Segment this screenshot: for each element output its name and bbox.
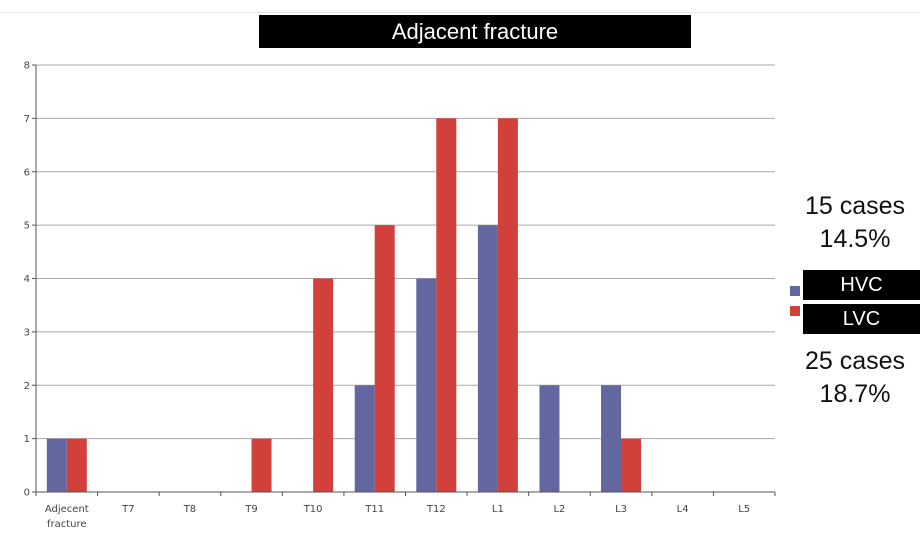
bar-lvc-t9 — [251, 438, 272, 492]
bar-hvc-l1 — [477, 225, 498, 492]
xtick-label-adjecent-fracture: Adjecent fracture — [45, 504, 89, 530]
lvc-percent: 18.7% — [819, 380, 891, 408]
xtick-label-t11: T11 — [364, 504, 384, 515]
chart-title: Adjacent fracture — [259, 15, 691, 48]
bar-lvc-l3 — [621, 438, 642, 492]
xtick-label-t7: T7 — [121, 504, 134, 515]
xtick-label-t8: T8 — [183, 504, 196, 515]
bar-hvc-adjecent-fracture — [46, 438, 67, 492]
ytick-label-3: 3 — [24, 327, 30, 338]
bar-lvc-adjecent-fracture — [66, 438, 87, 492]
bar-lvc-t10 — [313, 278, 334, 492]
xtick-label-t9: T9 — [244, 504, 257, 515]
lvc-stats: 25 cases 18.7% — [790, 345, 920, 411]
bar-lvc-t12 — [436, 118, 457, 492]
bar-lvc-t11 — [374, 225, 395, 492]
bar-hvc-t11 — [354, 385, 375, 492]
xtick-label-l3: L3 — [615, 504, 627, 515]
xtick-label-t10: T10 — [303, 504, 323, 515]
bars — [46, 118, 642, 492]
hvc-cases: 15 cases — [804, 192, 906, 220]
bar-hvc-l3 — [601, 385, 622, 492]
legend-label-lvc: LVC — [803, 304, 920, 334]
ytick-label-4: 4 — [24, 274, 30, 285]
xtick-label-l1: L1 — [492, 504, 504, 515]
legend-swatch-lvc — [790, 306, 800, 316]
bar-hvc-t12 — [416, 278, 437, 492]
xtick-label-l2: L2 — [553, 504, 565, 515]
xtick-label-l4: L4 — [677, 504, 689, 515]
ytick-label-0: 0 — [24, 488, 30, 499]
legend-label-hvc: HVC — [803, 270, 920, 300]
lvc-cases: 25 cases — [804, 347, 906, 375]
ytick-label-7: 7 — [24, 114, 30, 125]
xtick-label-l5: L5 — [738, 504, 750, 515]
ytick-label-6: 6 — [24, 167, 30, 178]
bar-hvc-l2 — [539, 385, 560, 492]
ytick-label-2: 2 — [24, 381, 30, 392]
ytick-label-8: 8 — [24, 61, 30, 72]
bar-lvc-l1 — [497, 118, 518, 492]
frame-top-line — [0, 12, 920, 13]
xtick-label-t12: T12 — [426, 504, 446, 515]
hvc-percent: 14.5% — [819, 225, 891, 253]
ytick-label-5: 5 — [24, 221, 30, 232]
legend-swatch-hvc — [790, 286, 800, 296]
axes: 0 1 2 3 4 5 6 7 8 Adjecent fracture T7 T8 T9 T10 T11 T12… — [24, 61, 776, 530]
gridlines — [36, 64, 775, 440]
ytick-label-1: 1 — [24, 434, 30, 445]
hvc-stats: 15 cases 14.5% — [790, 190, 920, 256]
